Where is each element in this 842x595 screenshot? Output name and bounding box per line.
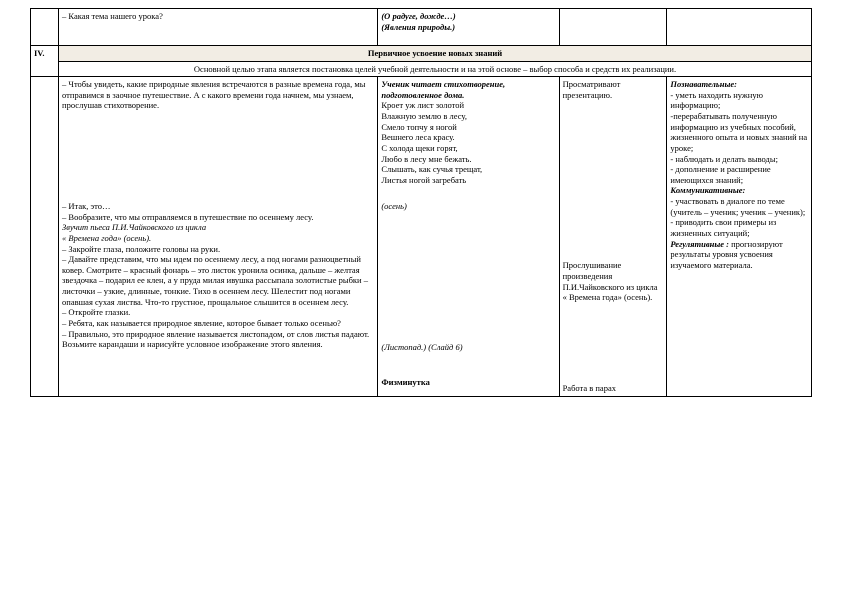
activity-text: Прослушивание произведения П.И.Чайковско… — [563, 260, 664, 292]
teacher-text: – Правильно, это природное явление назыв… — [62, 329, 374, 350]
teacher-cell: – Какая тема нашего урока? — [59, 9, 378, 46]
activity-text: « Времена года» (осень). — [563, 292, 664, 303]
student-text: Ученик читает стихотворение, подготовлен… — [381, 79, 555, 100]
fizminutka-label: Физминутка — [381, 377, 555, 388]
teacher-text-italic: Звучит пьеса П.И.Чайковского из цикла — [62, 222, 374, 233]
section-header-row: IV. Первичное усвоение новых знаний — [31, 45, 812, 61]
section-subtitle: Основной целью этапа является постановка… — [59, 61, 812, 77]
uud-cell: Познавательные: - уметь находить нужную … — [667, 77, 812, 396]
uud-heading: Регулятивные : — [670, 239, 729, 249]
student-cell: (О радуге, дожде…) (Явления природы.) — [378, 9, 559, 46]
poem-line: Вешнего леса красу. — [381, 132, 555, 143]
teacher-text: – Давайте представим, что мы идем по осе… — [62, 254, 374, 307]
section-subtitle-row: Основной целью этапа является постановка… — [31, 61, 812, 77]
section-title: Первичное усвоение новых знаний — [59, 45, 812, 61]
lesson-plan-table: – Какая тема нашего урока? (О радуге, до… — [30, 8, 812, 397]
table-row: – Какая тема нашего урока? (О радуге, до… — [31, 9, 812, 46]
uud-cell — [667, 9, 812, 46]
poem-line: Слышать, как сучья трещат, — [381, 164, 555, 175]
student-answer: (Листопад.) (Слайд 6) — [381, 342, 555, 353]
teacher-text: – Закройте глаза, положите головы на рук… — [62, 244, 374, 255]
poem-line: Смело топчу я ногой — [381, 122, 555, 133]
poem-line: С холода щеки горят, — [381, 143, 555, 154]
teacher-text-italic: « Времена года» (осень). — [62, 233, 374, 244]
teacher-question: – Какая тема нашего урока? — [62, 11, 374, 22]
stage-number-cell — [31, 9, 59, 46]
teacher-text: – Ребята, как называется природное явлен… — [62, 318, 374, 329]
activity-text: Просматривают презентацию. — [563, 79, 664, 100]
student-answer: (осень) — [381, 201, 555, 212]
teacher-text: – Чтобы увидеть, какие природные явления… — [62, 79, 374, 111]
uud-item: - дополнение и расширение имеющихся знан… — [670, 164, 808, 185]
uud-item: - наблюдать и делать выводы; — [670, 154, 808, 165]
uud-heading: Коммуникативные: — [670, 185, 745, 195]
teacher-text: – Итак, это… — [62, 201, 374, 212]
poem-line: Кроет уж лист золотой — [381, 100, 555, 111]
teacher-text: – Откройте глазки. — [62, 307, 374, 318]
activity-cell: Просматривают презентацию. Прослушивание… — [559, 77, 667, 396]
teacher-cell: – Чтобы увидеть, какие природные явления… — [59, 77, 378, 396]
uud-item: -перерабатывать полученную информацию из… — [670, 111, 808, 154]
stage-number-cell — [31, 77, 59, 396]
student-answer: (О радуге, дожде…) — [381, 11, 555, 22]
student-answer: (Явления природы.) — [381, 22, 555, 33]
uud-item: - участвовать в диалоге по теме (учитель… — [670, 196, 808, 217]
activity-text: Работа в парах — [563, 383, 664, 394]
uud-item: - уметь находить нужную информацию; — [670, 90, 808, 111]
activity-cell — [559, 9, 667, 46]
lesson-plan-page: – Какая тема нашего урока? (О радуге, до… — [0, 0, 842, 405]
teacher-text: – Вообразите, что мы отправляемся в путе… — [62, 212, 374, 223]
uud-heading: Познавательные: — [670, 79, 737, 89]
uud-item: - приводить свои примеры из жизненных си… — [670, 217, 808, 238]
poem-line: Влажную землю в лесу, — [381, 111, 555, 122]
stage-number: IV. — [31, 45, 59, 76]
student-cell: Ученик читает стихотворение, подготовлен… — [378, 77, 559, 396]
poem-line: Любо в лесу мне бежать. — [381, 154, 555, 165]
poem-line: Листья ногой загребать — [381, 175, 555, 186]
table-row: – Чтобы увидеть, какие природные явления… — [31, 77, 812, 396]
